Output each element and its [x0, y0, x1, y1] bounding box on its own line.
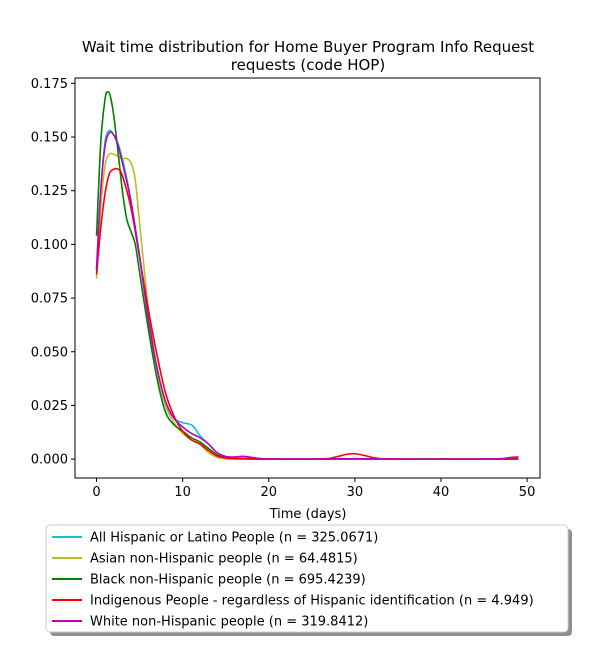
x-axis: 0 10 20 30 40 50: [92, 478, 535, 500]
x-tick-label-0: 0: [92, 485, 100, 500]
x-tick-label-3: 30: [347, 485, 364, 500]
y-tick-label-6: 0.150: [31, 131, 68, 146]
legend-label-4: White non-Hispanic people (n = 319.8412): [90, 615, 368, 630]
x-tick-label-1: 10: [174, 485, 191, 500]
legend-label-3: Indigenous People - regardless of Hispan…: [90, 594, 534, 609]
legend-box: [45, 524, 569, 633]
chart-title-line1: Wait time distribution for Home Buyer Pr…: [82, 38, 534, 56]
y-tick-label-4: 0.100: [31, 238, 68, 253]
series-line-4: [95, 131, 519, 460]
plot-frame: [74, 77, 541, 479]
x-tick-label-5: 50: [519, 485, 536, 500]
x-tick-label-4: 40: [433, 485, 450, 500]
y-tick-label-7: 0.175: [31, 77, 68, 92]
y-tick-label-2: 0.050: [31, 345, 68, 360]
y-tick-label-3: 0.075: [31, 292, 68, 307]
chart-title-line2: requests (code HOP): [231, 56, 385, 74]
series-line-3: [95, 167, 519, 460]
legend: All Hispanic or Latino People (n = 325.0…: [45, 524, 572, 636]
x-axis-label: Time (days): [269, 507, 347, 522]
y-tick-label-1: 0.025: [31, 399, 68, 414]
legend-label-0: All Hispanic or Latino People (n = 325.0…: [90, 531, 378, 546]
x-tick-label-2: 20: [260, 485, 277, 500]
y-tick-label-5: 0.125: [31, 184, 68, 199]
y-tick-label-0: 0.000: [31, 453, 68, 468]
y-axis: 0.000 0.025 0.050 0.075 0.100 0.125 0.150 0.175: [31, 77, 75, 468]
plot-lines: [95, 91, 519, 460]
legend-items: All Hispanic or Latino People (n = 325.0…: [52, 531, 534, 630]
legend-label-1: Asian non-Hispanic people (n = 64.4815): [90, 552, 358, 567]
legend-label-2: Black non-Hispanic people (n = 695.4239): [90, 573, 366, 588]
